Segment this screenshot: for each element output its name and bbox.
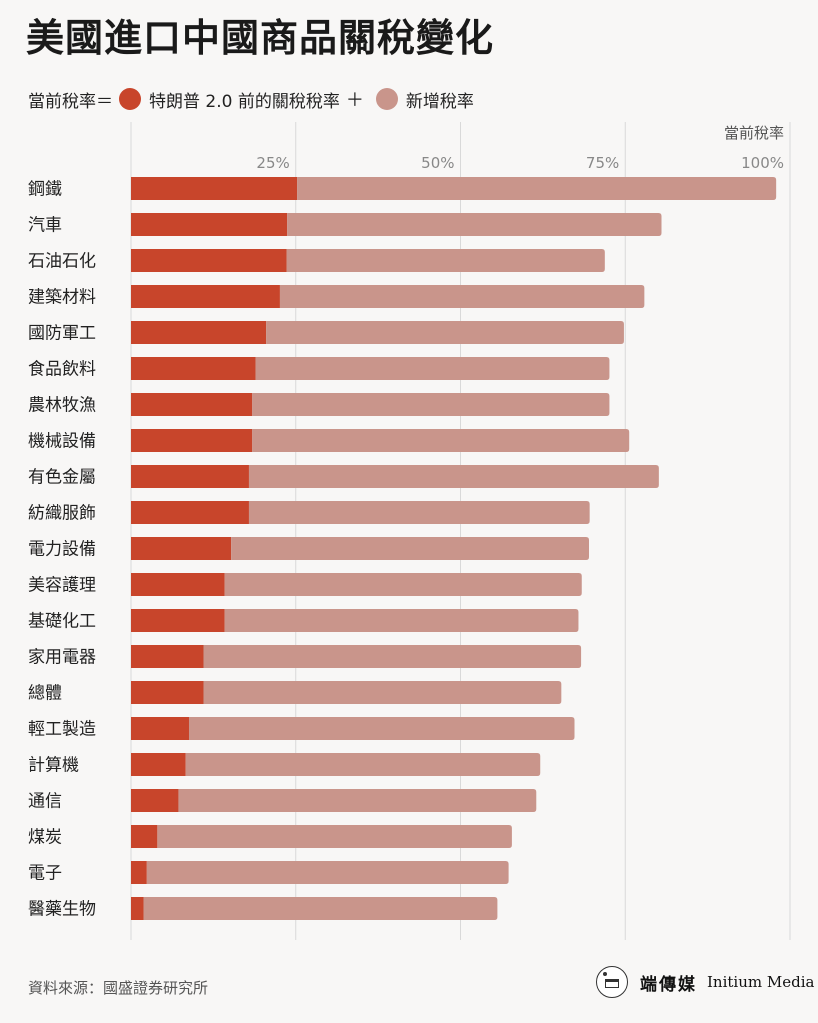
category-label: 家用電器 xyxy=(28,648,96,668)
bar-added xyxy=(203,681,562,704)
bar-base xyxy=(131,537,232,560)
category-label: 美容護理 xyxy=(28,576,96,596)
bar-base xyxy=(131,717,189,740)
bar-base xyxy=(131,825,158,848)
category-label: 煤炭 xyxy=(28,828,62,848)
legend-label-added: 新增稅率 xyxy=(405,91,474,112)
bar-added xyxy=(255,357,610,380)
legend-plus: ＋ xyxy=(345,90,364,111)
bar-base xyxy=(131,465,249,488)
tick-label-25: 25% xyxy=(256,154,289,172)
legend: 當前稅率＝ 特朗普 2.0 前的關稅稅率 ＋ 新增稅率 xyxy=(28,86,474,112)
bar-added xyxy=(146,861,509,884)
category-label: 鋼鐵 xyxy=(28,180,62,200)
bar-base xyxy=(131,357,256,380)
bar-base xyxy=(131,645,204,668)
bar-base xyxy=(131,789,179,812)
bar-added xyxy=(287,213,662,236)
legend-prefix: 當前稅率＝ xyxy=(28,91,113,112)
category-label: 計算機 xyxy=(28,756,79,776)
bar-added xyxy=(185,753,541,776)
category-label: 建築材料 xyxy=(28,288,96,308)
category-label: 電子 xyxy=(28,864,62,884)
bar-base xyxy=(131,429,253,452)
legend-swatch-added-icon xyxy=(375,88,398,110)
bar-added xyxy=(266,321,624,344)
bar-added xyxy=(203,645,582,668)
bar-added xyxy=(252,429,630,452)
bar-added xyxy=(248,501,590,524)
tick-label-75: 75% xyxy=(586,154,619,172)
bar-added xyxy=(297,177,777,200)
bar-base xyxy=(131,285,280,308)
brand: 端傳媒 Initium Media xyxy=(596,964,814,1000)
bar-base xyxy=(131,681,204,704)
bar-base xyxy=(131,897,144,920)
bar-base xyxy=(131,501,249,524)
category-label: 食品飲料 xyxy=(28,360,96,380)
category-label: 醫藥生物 xyxy=(28,900,96,920)
brand-name-cn: 端傳媒 xyxy=(640,974,697,995)
bar-added xyxy=(231,537,590,560)
category-label: 有色金屬 xyxy=(28,468,96,488)
bar-added xyxy=(224,573,582,596)
bar-added xyxy=(279,285,645,308)
bar-added xyxy=(286,249,605,272)
bar-base xyxy=(131,393,253,416)
bar-added xyxy=(224,609,579,632)
bar-added xyxy=(143,897,498,920)
bar-added xyxy=(248,465,659,488)
legend-swatch-base-icon xyxy=(119,88,141,110)
tick-label-50: 50% xyxy=(421,154,454,172)
bar-added xyxy=(188,717,575,740)
bar-base xyxy=(131,177,298,200)
category-label: 總體 xyxy=(28,684,62,704)
category-label: 基礎化工 xyxy=(28,612,96,632)
bar-base xyxy=(131,573,225,596)
bar-base xyxy=(131,861,147,884)
category-label: 汽車 xyxy=(28,216,62,236)
category-label: 機械設備 xyxy=(28,432,96,452)
legend-label-base: 特朗普 2.0 前的關稅稅率 xyxy=(149,91,340,112)
brand-name-en: Initium Media xyxy=(707,973,815,991)
bar-base xyxy=(131,609,225,632)
category-label: 通信 xyxy=(28,792,62,812)
category-label: 石油石化 xyxy=(28,252,96,272)
bar-added xyxy=(157,825,512,848)
bar-base xyxy=(131,321,267,344)
initium-logo-icon xyxy=(596,966,628,998)
bar-base xyxy=(131,249,287,272)
bar-added xyxy=(252,393,610,416)
chart-title: 美國進口中國商品關稅變化 xyxy=(26,16,495,60)
axis-title: 當前稅率 xyxy=(724,124,784,142)
source-note: 資料來源：國盛證券研究所 xyxy=(28,979,209,997)
category-label: 輕工製造 xyxy=(28,720,96,740)
bar-base xyxy=(131,213,288,236)
category-label: 紡織服飾 xyxy=(28,504,96,524)
bar-base xyxy=(131,753,186,776)
tick-label-100: 100% xyxy=(741,154,784,172)
category-label: 電力設備 xyxy=(28,540,96,560)
bar-added xyxy=(178,789,537,812)
category-label: 國防軍工 xyxy=(28,324,96,344)
category-label: 農林牧漁 xyxy=(28,396,96,416)
